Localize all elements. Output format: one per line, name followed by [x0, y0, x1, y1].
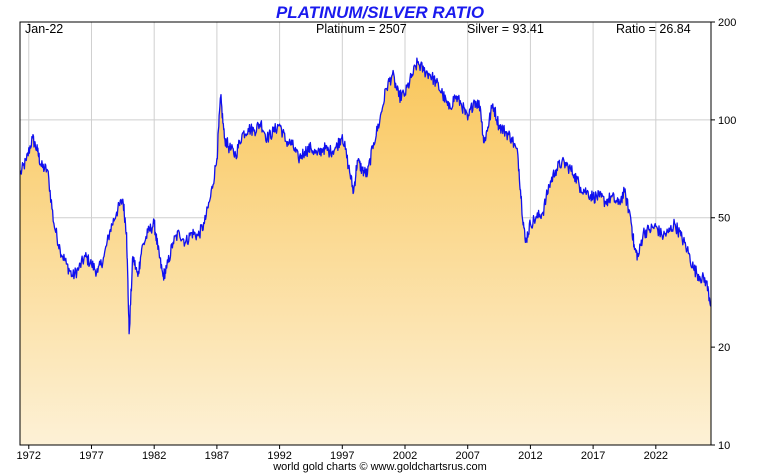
x-tick-label: 1972: [17, 450, 41, 462]
x-tick-label: 1977: [79, 450, 103, 462]
y-axis: 10 20 50 100 200: [711, 17, 736, 452]
chart-title: PLATINUM/SILVER RATIO: [275, 3, 485, 22]
y-tick-label: 100: [718, 115, 736, 127]
x-tick-label: 1992: [267, 450, 291, 462]
header-ratio: Ratio = 26.84: [616, 22, 691, 36]
header-platinum: Platinum = 2507: [316, 22, 407, 36]
x-tick-label: 2012: [518, 450, 542, 462]
y-tick-label: 200: [718, 17, 736, 29]
y-tick-label: 10: [718, 440, 730, 452]
x-tick-label: 2007: [455, 450, 479, 462]
x-tick-label: 2017: [581, 450, 605, 462]
x-axis: 1972 1977 1982 1987 1992 1997 2002 2007 2012 2017…: [17, 445, 668, 462]
y-tick-label: 20: [718, 342, 730, 354]
x-tick-label: 1987: [205, 450, 229, 462]
x-tick-label: 1997: [330, 450, 354, 462]
ratio-area-fill: [20, 58, 711, 445]
x-tick-label: 1982: [142, 450, 166, 462]
header-date: Jan-22: [25, 22, 64, 36]
header-silver: Silver = 93.41: [467, 22, 544, 36]
ratio-series-line: [20, 57, 711, 335]
x-tick-label: 2002: [393, 450, 417, 462]
y-tick-label: 50: [718, 213, 730, 225]
chart-footer: world gold charts © www.goldchartsrus.co…: [273, 461, 487, 473]
plot-frame: [19, 21, 712, 446]
x-tick-label: 2022: [644, 450, 668, 462]
